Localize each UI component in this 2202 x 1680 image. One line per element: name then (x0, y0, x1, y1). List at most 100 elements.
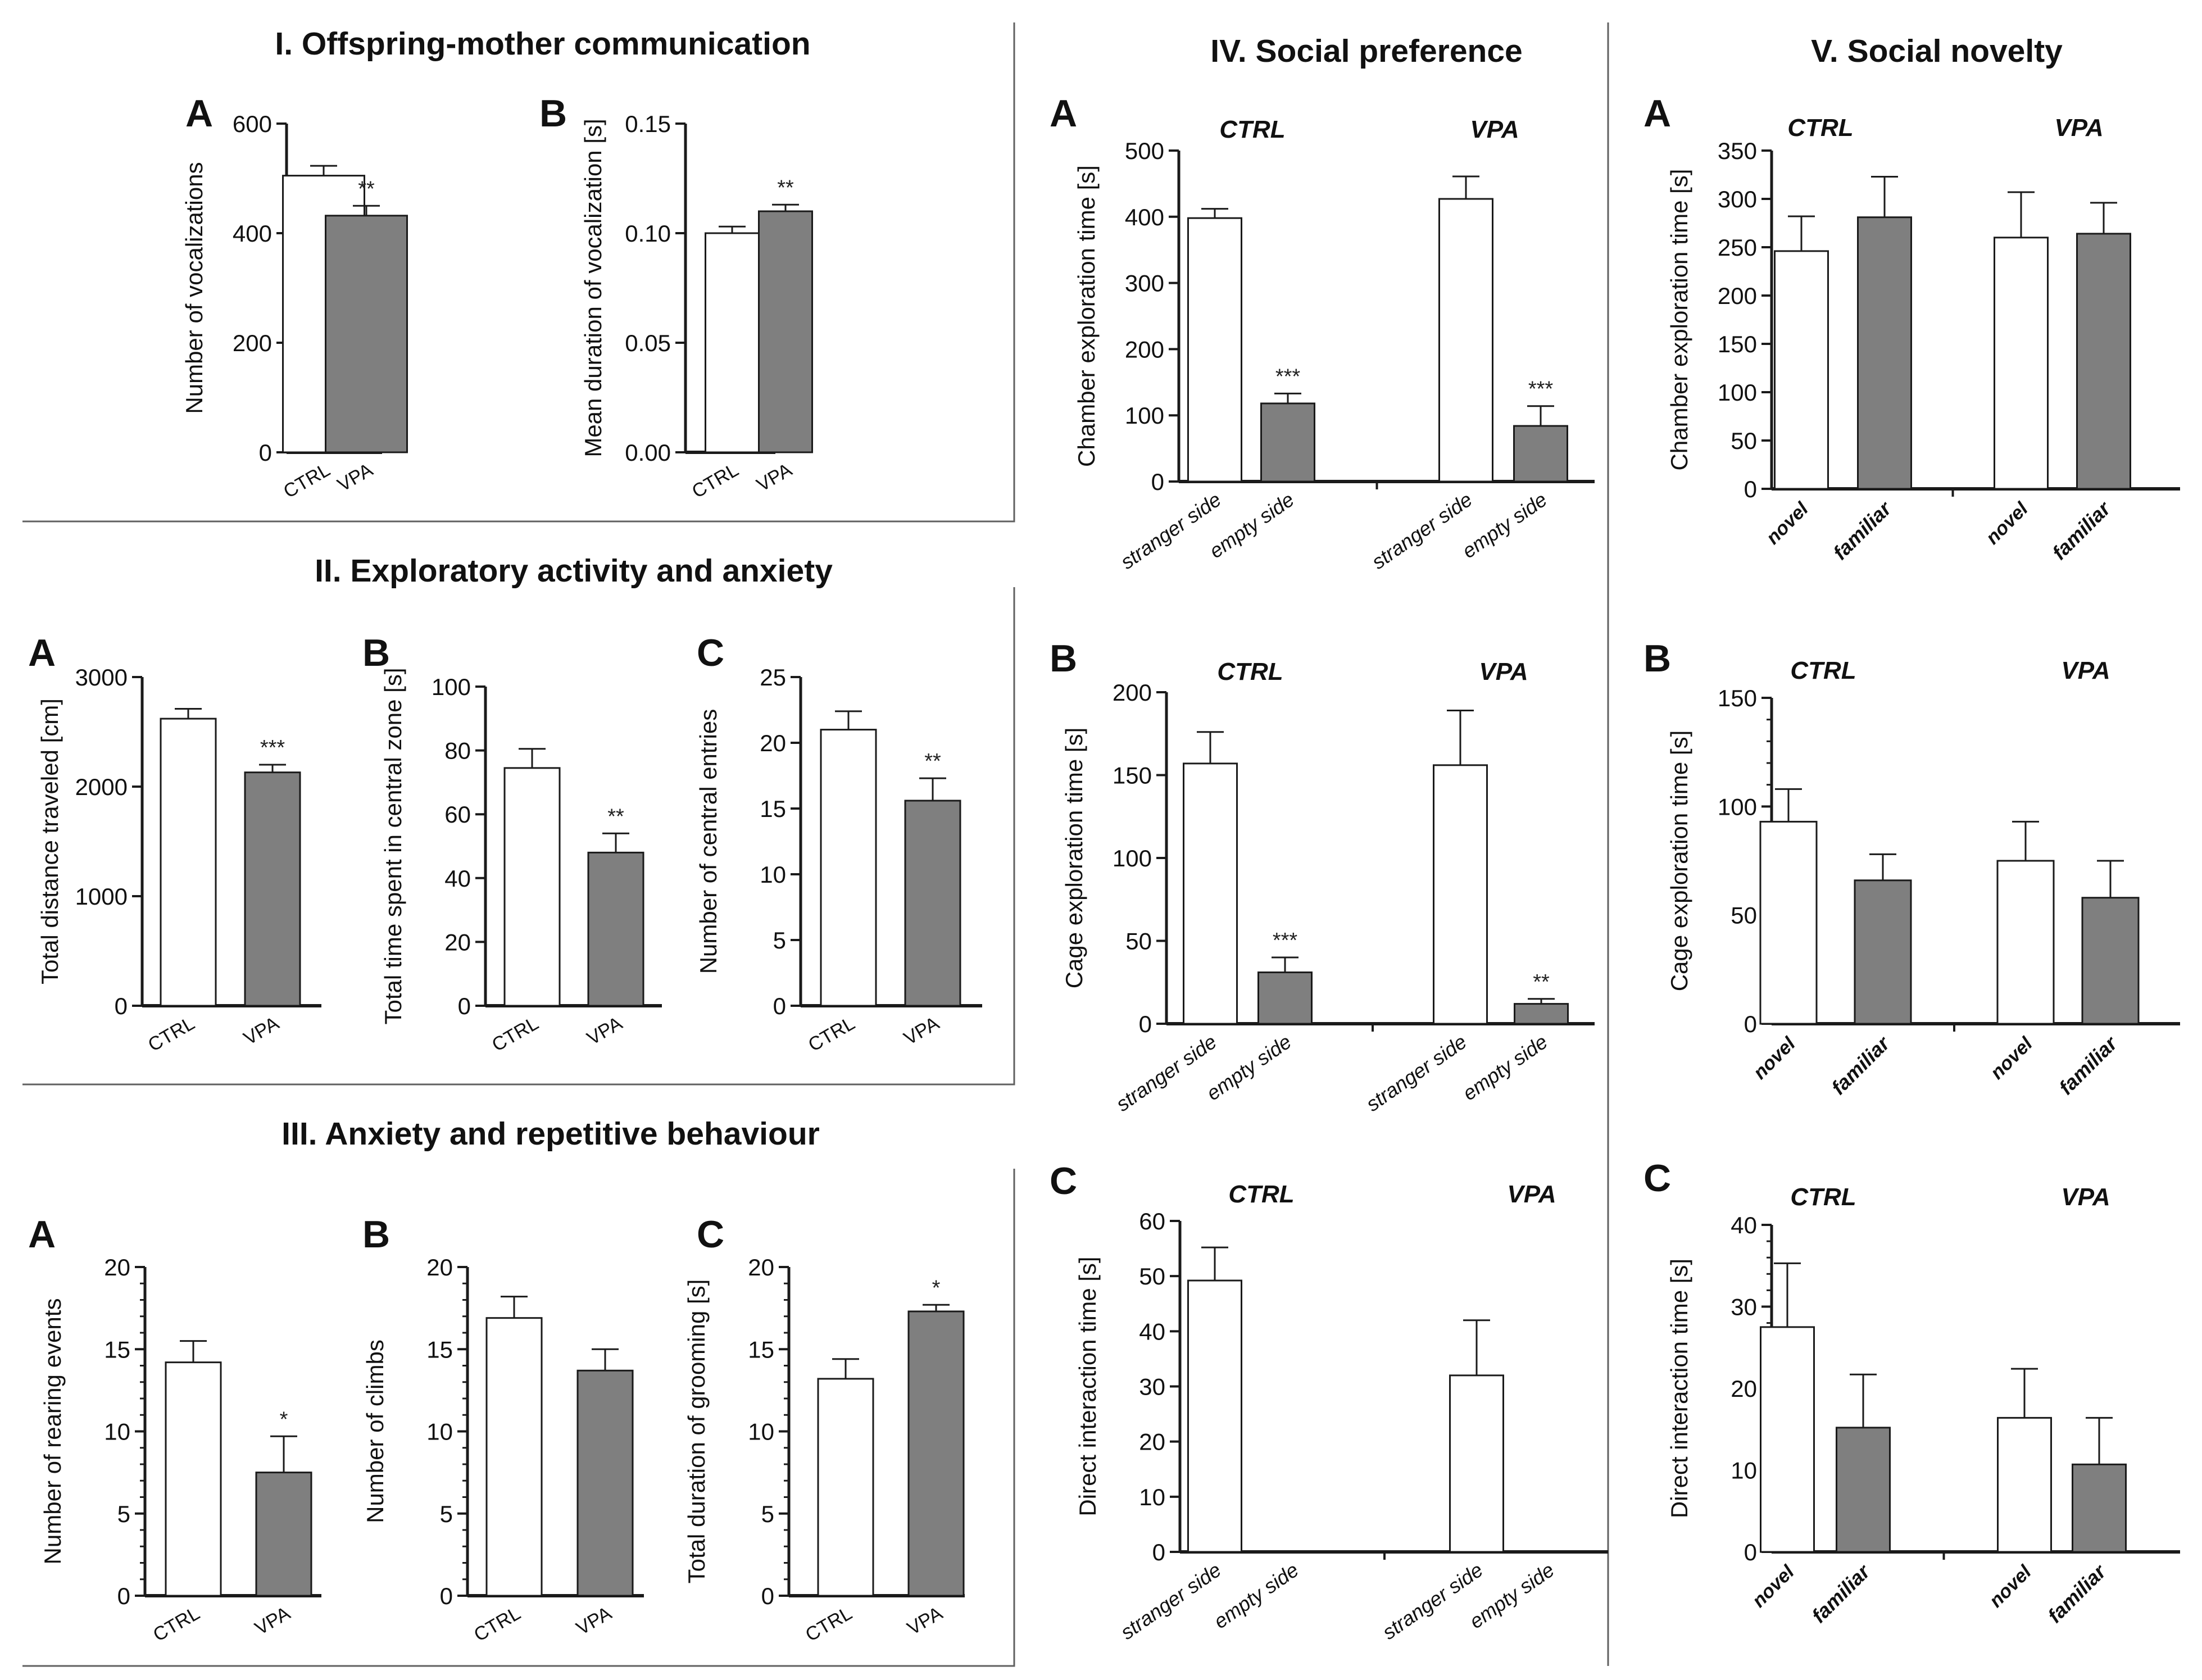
x-category-label: novel (1982, 498, 2033, 549)
x-category-label: VPA (334, 459, 376, 496)
y-tick-label: 150 (1113, 762, 1152, 789)
bar (1514, 1003, 1569, 1025)
chart-iii-b: B 0 5 10 15 20 Number of climbs CTRL VPA (362, 1213, 644, 1646)
x-category-label: novel (1762, 498, 1813, 549)
y-tick-label: 100 (432, 674, 471, 700)
y-axis-label: Cage exploration time [s] (1666, 730, 1692, 992)
y-tick-label: 0.10 (625, 220, 671, 247)
y-tick-label: 50 (1125, 928, 1152, 955)
y-tick-label: 0 (773, 993, 786, 1019)
significance-marker: ** (1533, 970, 1550, 994)
y-axis-label: Total time spent in central zone [s] (380, 668, 406, 1025)
y-tick-label: 0 (1744, 1539, 1757, 1565)
y-tick-label: 40 (1731, 1212, 1757, 1238)
y-tick-label: 0.00 (625, 439, 671, 466)
y-tick-label: 30 (1139, 1374, 1165, 1400)
bar (1759, 820, 1818, 1025)
x-category-label: CTRL (470, 1602, 524, 1646)
y-tick-label: 100 (1113, 845, 1152, 871)
y-tick-label: 10 (426, 1419, 453, 1445)
y-tick-label: 0 (761, 1583, 774, 1609)
significance-marker: *** (260, 736, 285, 760)
bar (1449, 1374, 1504, 1553)
y-tick-label: 20 (748, 1254, 774, 1281)
x-category-label: stranger side (1116, 488, 1225, 574)
panel-letter: B (1643, 637, 1671, 680)
bar (325, 215, 408, 453)
y-tick-label: 10 (1731, 1457, 1757, 1484)
y-tick-label: 25 (760, 664, 786, 691)
bar (160, 718, 217, 1007)
bar (817, 1378, 874, 1597)
y-axis-label: Total distance traveled [cm] (37, 698, 63, 984)
y-tick-label: 1000 (75, 883, 128, 910)
y-tick-label: 0 (440, 1583, 453, 1609)
bar (1836, 1427, 1891, 1553)
bar (1994, 237, 2049, 490)
bar (1996, 860, 2055, 1025)
bar (587, 851, 644, 1007)
chart-v-c: C 0 10 20 30 40 Direct interaction time [s] CTR… (1643, 1157, 2180, 1627)
y-tick-label: 300 (1718, 186, 1757, 212)
chart-v-b: B 0 50 100 150 Cage exploration time [s] CTRL V… (1643, 637, 2180, 1099)
section-title-III: III. Anxiety and repetitive behaviour (282, 1116, 820, 1152)
group-title: CTRL (1219, 116, 1285, 143)
y-axis-label: Chamber exploration time [s] (1073, 165, 1100, 467)
x-category-label: stranger side (1362, 1030, 1471, 1116)
x-category-label: stranger side (1368, 488, 1477, 574)
panel-letter: B (362, 1213, 390, 1256)
y-tick-label: 15 (104, 1336, 130, 1363)
x-category-label: CTRL (688, 459, 742, 502)
x-category-label: familiar (1827, 1031, 1895, 1099)
group-title: VPA (2061, 1183, 2110, 1211)
x-category-label: VPA (240, 1012, 283, 1050)
bar (1187, 1279, 1242, 1553)
chart-ii-a: A 0 1000 2000 3000 Total distance traveled [c… (28, 632, 321, 1056)
panel-letter: C (697, 1213, 724, 1256)
y-axis-label: Direct interaction time [s] (1666, 1259, 1692, 1518)
y-axis-label: Mean duration of vocalization [s] (580, 119, 606, 457)
panel-letter: C (1643, 1157, 1671, 1200)
significance-marker: * (280, 1407, 288, 1431)
group-title: VPA (1479, 658, 1528, 685)
group-title: CTRL (1787, 114, 1853, 142)
y-tick-label: 600 (233, 111, 272, 137)
chart-iii-c: C 0 5 10 15 20 Total duration of grooming [s] C… (683, 1213, 965, 1646)
y-tick-label: 20 (760, 730, 786, 756)
bar (1257, 971, 1313, 1025)
group-title: VPA (1507, 1180, 1556, 1208)
panel-letter: A (185, 92, 213, 135)
y-tick-label: 20 (426, 1254, 453, 1281)
bar (907, 1310, 965, 1597)
y-tick-label: 50 (1731, 902, 1757, 929)
x-category-label: VPA (583, 1012, 626, 1050)
y-axis-label: Chamber exploration time [s] (1666, 169, 1692, 471)
y-axis-label: Cage exploration time [s] (1061, 728, 1087, 989)
panel-letter: A (28, 632, 56, 674)
x-category-label: CTRL (149, 1602, 203, 1646)
bar (485, 1317, 543, 1597)
group-title: CTRL (1217, 658, 1283, 685)
chart-v-a: A 0 50 100 150 200 250 300 350 Chamber exploratio… (1643, 92, 2180, 564)
y-tick-label: 400 (1125, 204, 1164, 230)
x-category-label: VPA (900, 1012, 943, 1050)
y-tick-label: 0.05 (625, 330, 671, 356)
y-tick-label: 15 (748, 1336, 774, 1363)
x-category-label: novel (1749, 1033, 1800, 1084)
y-tick-label: 250 (1718, 234, 1757, 261)
bar (576, 1369, 634, 1597)
x-category-label: empty side (1458, 488, 1551, 562)
y-tick-label: 0 (1139, 1011, 1152, 1037)
bar (1183, 762, 1238, 1025)
x-category-label: novel (1748, 1561, 1799, 1612)
y-tick-label: 60 (1139, 1208, 1165, 1234)
section-title-IV: IV. Social preference (1210, 33, 1523, 69)
y-tick-label: 200 (1113, 679, 1152, 706)
x-category-label: familiar (2054, 1031, 2122, 1099)
bar (1433, 764, 1488, 1025)
bar (1260, 402, 1315, 483)
x-category-label: empty side (1202, 1030, 1295, 1105)
bar (758, 210, 813, 453)
y-tick-label: 40 (1139, 1318, 1165, 1345)
bar (1187, 217, 1242, 483)
